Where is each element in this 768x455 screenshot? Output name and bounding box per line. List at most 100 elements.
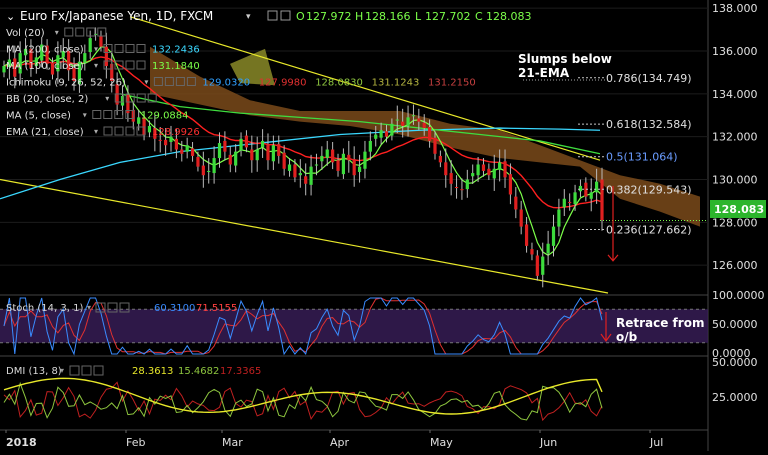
candle [487, 168, 491, 176]
stoch-y-tick: 100.0000 [712, 289, 765, 302]
dmi-settings-icon[interactable] [81, 365, 92, 376]
eye-icon[interactable] [114, 93, 124, 103]
indicator-menu-icon[interactable]: ▾ [94, 45, 98, 54]
lower-trendline [0, 178, 609, 294]
indicator-label[interactable]: Ichimoku (9, 26, 52, 26) [6, 78, 126, 89]
retrace-arrow-head [600, 333, 612, 343]
close-icon[interactable] [175, 77, 185, 86]
indicator-label[interactable]: MA (200, close) [6, 45, 84, 56]
settings-icon[interactable] [164, 77, 174, 86]
candle [77, 61, 82, 85]
close-icon[interactable] [114, 110, 124, 119]
more-icon[interactable] [136, 44, 146, 53]
close-icon[interactable] [136, 93, 146, 103]
candle [287, 164, 292, 171]
symbol-dropdown-icon[interactable]: ▾ [246, 12, 251, 22]
candle [314, 164, 319, 166]
candle [341, 153, 346, 175]
stoch-menu-icon[interactable]: ▾ [87, 303, 91, 312]
candle [72, 68, 76, 81]
chart-title[interactable]: Euro Fx/Japanese Yen, 1D, FXCM [20, 9, 213, 23]
eye-icon[interactable] [103, 44, 113, 53]
axes: 138.000 136.000 134.000 132.000 130.000 128.0… [5, 2, 758, 449]
indicator-label[interactable]: Vol (20) [6, 28, 45, 39]
more-icon[interactable] [136, 126, 146, 136]
candle [503, 161, 507, 178]
dmi-minus-di-value: 17.3365 [220, 366, 261, 377]
stoch-legend: Stoch (14, 3, 1) ▾ 60.3100 71.5155 [6, 302, 237, 314]
y-tick-label: 136.000 [712, 45, 758, 58]
candle [153, 129, 157, 139]
settings-icon[interactable] [75, 27, 85, 37]
indicator-menu-icon[interactable]: ▾ [94, 127, 98, 136]
candle [131, 109, 135, 122]
indicator-label[interactable]: BB (20, close, 2) [6, 94, 88, 105]
candle [331, 149, 335, 163]
indicator-menu-icon[interactable]: ▾ [105, 94, 109, 103]
indicator-label[interactable]: MA (5, close) [6, 111, 71, 122]
fib-label: 0.5(131.064) [606, 151, 678, 164]
stoch-settings-icon[interactable] [107, 302, 118, 313]
settings-icon[interactable] [114, 44, 124, 53]
dmi-eye-icon[interactable] [69, 365, 80, 376]
eye-icon[interactable] [103, 60, 113, 70]
eye-icon[interactable] [267, 10, 278, 21]
indicator-menu-icon[interactable]: ▾ [144, 78, 148, 87]
settings-icon[interactable] [125, 93, 135, 103]
eye-icon[interactable] [92, 110, 102, 119]
indicator-menu-icon[interactable]: ▾ [94, 61, 98, 70]
indicator-label[interactable]: MA (100, close) [6, 61, 84, 72]
candle [498, 162, 502, 170]
candle [454, 186, 459, 189]
fib-label: 0.786(134.749) [606, 72, 692, 85]
candle [277, 144, 281, 156]
eye-icon[interactable] [103, 126, 113, 136]
fib-label: 0.236(127.662) [606, 224, 692, 237]
eye-icon[interactable] [64, 27, 74, 37]
close-icon[interactable] [125, 126, 135, 136]
candle [578, 185, 583, 192]
indicator-menu-icon[interactable]: ▾ [83, 111, 87, 120]
collapse-icon[interactable]: ⌄ [6, 10, 15, 23]
stoch-label[interactable]: Stoch (14, 3, 1) [6, 303, 83, 314]
more-icon[interactable] [147, 93, 157, 103]
more-icon[interactable] [97, 27, 107, 37]
dmi-plus-di-value: 15.4682 [178, 366, 219, 377]
candle [234, 151, 238, 166]
dmi-y-tick: 25.0000 [712, 391, 758, 404]
indicator-label[interactable]: EMA (21, close) [6, 127, 84, 138]
close-icon[interactable] [125, 60, 135, 70]
candle [293, 164, 297, 178]
candle [357, 166, 362, 172]
candle [390, 123, 394, 136]
candle [196, 156, 200, 167]
candle [223, 140, 227, 152]
indicator-value: 132.2436 [152, 45, 200, 56]
close-icon[interactable] [125, 44, 135, 53]
indicator-menu-icon[interactable]: ▾ [55, 28, 59, 37]
candle [304, 176, 308, 184]
settings-icon[interactable] [114, 126, 124, 136]
candle [88, 38, 92, 53]
stoch-eye-icon[interactable] [95, 302, 106, 313]
candle [411, 115, 416, 117]
candle [126, 94, 130, 114]
dmi-close-icon[interactable] [93, 365, 104, 376]
dmi-label[interactable]: DMI (13, 8) [6, 366, 62, 377]
candle [99, 35, 103, 47]
eye-icon[interactable] [153, 77, 163, 86]
candle [104, 46, 108, 66]
more-icon[interactable] [186, 77, 196, 86]
more-icon[interactable] [125, 110, 135, 119]
settings-icon[interactable] [103, 110, 113, 119]
stoch-close-icon[interactable] [119, 302, 130, 313]
dmi-menu-icon[interactable]: ▾ [60, 366, 64, 375]
candle [433, 137, 437, 154]
settings-icon[interactable] [280, 10, 291, 21]
candle [40, 44, 44, 61]
candle [401, 121, 405, 126]
more-icon[interactable] [136, 60, 146, 70]
settings-icon[interactable] [114, 60, 124, 70]
close-icon[interactable] [86, 27, 96, 37]
